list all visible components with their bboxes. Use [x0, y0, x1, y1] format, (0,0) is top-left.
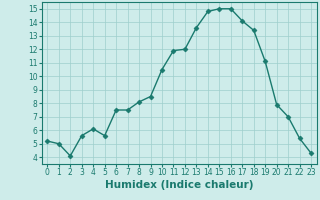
X-axis label: Humidex (Indice chaleur): Humidex (Indice chaleur) [105, 180, 253, 190]
